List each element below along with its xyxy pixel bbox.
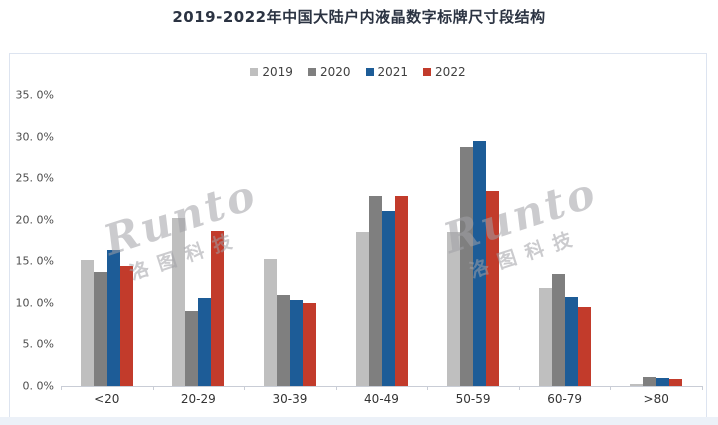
legend-marker-2020 (307, 68, 316, 76)
y-axis-tick-label: 20. 0% (15, 213, 54, 227)
bar-2022-40-49 (394, 195, 408, 386)
legend-item-2021: 2021 (365, 65, 409, 79)
bar-2020-40-49 (368, 196, 382, 386)
bottom-strip (0, 417, 718, 425)
legend-marker-2022 (423, 68, 432, 76)
chart-legend: 2019 2020 2021 2022 (10, 65, 706, 79)
bar-2022-30-39 (302, 302, 316, 386)
bar-2019->80 (630, 384, 644, 386)
bar-2022-50-59 (486, 190, 500, 386)
legend-label: 2022 (435, 65, 466, 79)
chart-container: 2019 2020 2021 2022 Runto 洛图科技 Runto 洛图科技 0… (9, 53, 707, 425)
chart-title: 2019-2022年中国大陆户内液晶数字标牌尺寸段结构 (172, 8, 546, 26)
x-axis-tick (610, 386, 612, 390)
bar-2020-20-29 (185, 311, 199, 386)
x-axis-tick-label: 20-29 (180, 392, 216, 406)
legend-item-2019: 2019 (250, 65, 293, 79)
y-axis-tick-label: 5. 0% (22, 337, 54, 351)
y-axis-tick-label: 15. 0% (15, 254, 54, 268)
bar-2019-20-29 (172, 218, 186, 386)
bar-2022-20-29 (211, 231, 225, 386)
legend-marker-2019 (250, 68, 259, 76)
x-axis-tick-label: 50-59 (455, 392, 491, 406)
bar-2020-60-79 (551, 273, 565, 386)
x-axis-tick (244, 386, 246, 390)
bar-2019-30-39 (263, 258, 277, 386)
bar-2021-50-59 (473, 140, 487, 386)
x-axis-tick (152, 386, 154, 390)
y-axis-tick-label: 10. 0% (15, 296, 54, 310)
x-axis-tick (61, 386, 62, 390)
bar-2019-40-49 (355, 232, 369, 386)
bar-2022-<20 (119, 266, 133, 386)
bar-2020-<20 (93, 272, 107, 386)
legend-label: 2021 (377, 65, 409, 79)
x-axis-tick (518, 386, 520, 390)
legend-item-2022: 2022 (423, 65, 466, 79)
bar-2020-30-39 (276, 294, 290, 386)
bar-2019-<20 (80, 259, 94, 386)
x-axis-tick (335, 386, 337, 390)
y-axis-tick-label: 0. 0% (22, 379, 54, 393)
bar-2021-40-49 (381, 211, 395, 386)
x-axis-tick-label: 40-49 (364, 392, 399, 406)
legend-item-2020: 2020 (307, 65, 351, 79)
bar-2021->80 (656, 377, 670, 386)
x-axis-line (61, 386, 702, 387)
bar-2022->80 (669, 379, 683, 386)
x-axis-tick-label: 30-39 (272, 392, 308, 406)
bar-2021-60-79 (564, 297, 578, 386)
legend-label: 2019 (262, 65, 293, 79)
bar-2021-30-39 (289, 299, 303, 386)
x-axis-tick-label: 60-79 (547, 392, 583, 406)
legend-marker-2021 (365, 68, 374, 76)
bar-2020->80 (643, 376, 657, 386)
y-axis-tick-label: 35. 0% (15, 88, 54, 102)
x-axis-tick-label: <20 (94, 392, 120, 406)
y-axis-tick-label: 30. 0% (15, 130, 54, 144)
bar-2019-60-79 (538, 287, 552, 386)
x-axis-tick (702, 386, 703, 390)
bar-2020-50-59 (460, 147, 474, 386)
legend-label: 2020 (319, 65, 351, 79)
watermark-cn-text: 洛图科技 (127, 227, 245, 285)
bar-2021-20-29 (198, 297, 212, 386)
x-axis-tick-label: >80 (643, 392, 669, 406)
bar-2022-60-79 (577, 307, 591, 386)
y-axis-tick-label: 25. 0% (15, 171, 54, 185)
bar-2019-50-59 (447, 232, 461, 386)
x-axis-tick (427, 386, 429, 390)
bar-2021-<20 (106, 250, 120, 386)
